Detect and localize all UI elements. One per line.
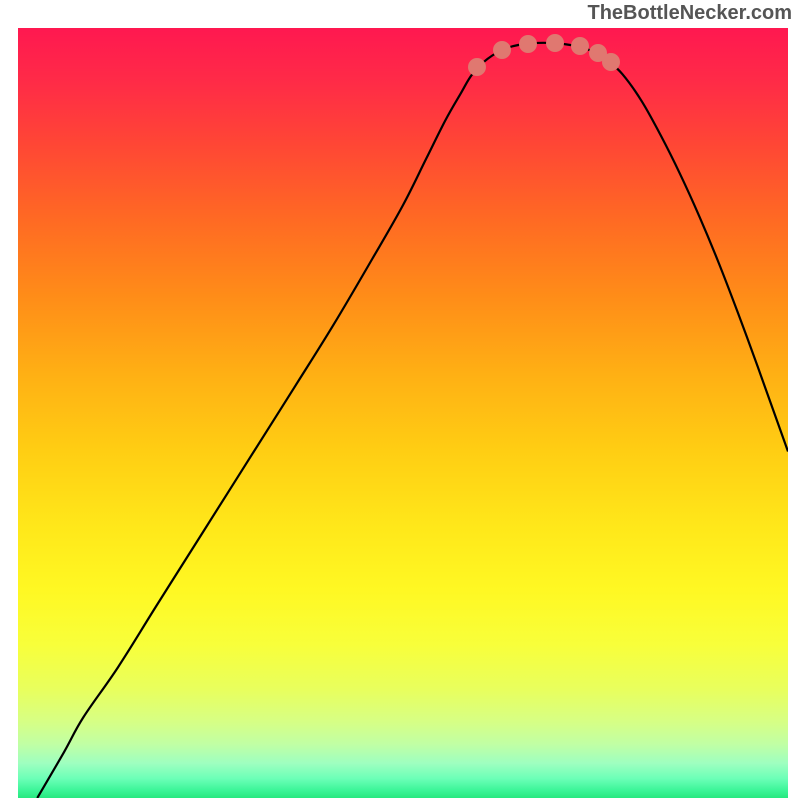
highlight-dot bbox=[546, 34, 564, 52]
watermark-label: TheBottleNecker.com bbox=[587, 2, 792, 25]
highlight-dot bbox=[602, 53, 620, 71]
plot-area bbox=[18, 28, 788, 798]
highlight-dot bbox=[571, 37, 589, 55]
chart-container: TheBottleNecker.com bbox=[0, 0, 800, 800]
highlight-dot bbox=[468, 58, 486, 76]
highlight-dots-layer bbox=[18, 28, 788, 798]
highlight-dot bbox=[519, 35, 537, 53]
highlight-dot bbox=[493, 41, 511, 59]
